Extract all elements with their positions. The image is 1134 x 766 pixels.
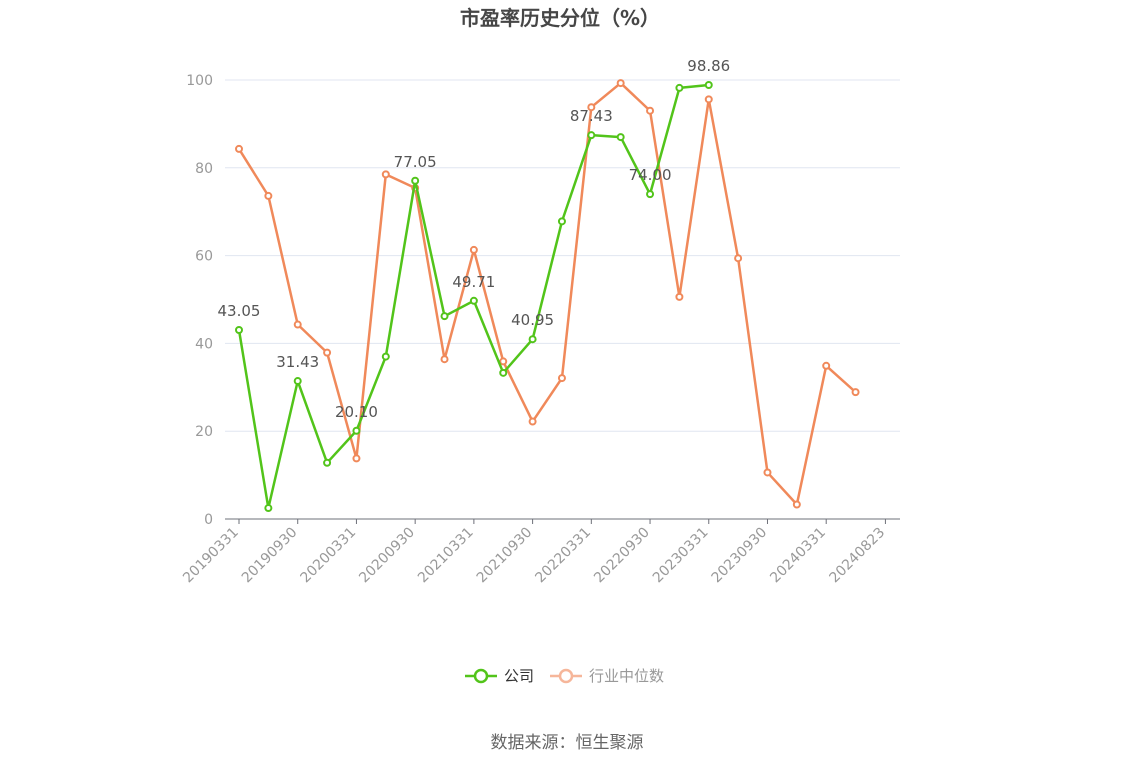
x-tick-label: 20240331 <box>767 525 829 587</box>
y-tick-label: 60 <box>195 249 213 265</box>
industry-data-point[interactable] <box>440 355 449 364</box>
x-tick-label: 20240823 <box>827 525 889 587</box>
y-tick-label: 40 <box>195 336 213 352</box>
legend-label: 公司 <box>504 667 534 685</box>
x-axis: 2019033120190930202003312020093020210331… <box>180 518 900 587</box>
company-data-point[interactable] <box>264 504 273 513</box>
industry-data-point[interactable] <box>734 254 743 263</box>
industry-data-point[interactable] <box>822 361 831 370</box>
legend-marker <box>473 668 489 684</box>
industry-data-point[interactable] <box>499 357 508 366</box>
company-data-point[interactable] <box>352 426 361 435</box>
x-tick-label: 20210930 <box>474 525 536 587</box>
company-data-point[interactable] <box>675 83 684 92</box>
industry-data-point[interactable] <box>587 103 596 112</box>
x-tick-label: 20220930 <box>591 525 653 587</box>
company-data-point[interactable] <box>646 190 655 199</box>
industry-data-point[interactable] <box>323 348 332 357</box>
company-data-point[interactable] <box>235 326 243 335</box>
x-tick-label: 20190331 <box>180 525 242 587</box>
industry-data-point[interactable] <box>792 500 801 509</box>
data-label: 87.43 <box>570 107 613 125</box>
data-label: 20.10 <box>335 403 378 421</box>
industry-data-point[interactable] <box>264 191 273 200</box>
x-tick-label: 20210331 <box>415 525 477 587</box>
data-label: 74.00 <box>629 166 672 184</box>
industry-data-point[interactable] <box>352 454 361 463</box>
data-label: 43.05 <box>218 302 261 320</box>
company-data-point[interactable] <box>704 81 713 90</box>
company-data-point[interactable] <box>440 312 449 321</box>
company-data-point[interactable] <box>528 335 537 344</box>
industry-data-point[interactable] <box>557 374 566 383</box>
industry-median-series-line <box>237 81 857 506</box>
grid <box>225 79 900 432</box>
industry-data-point[interactable] <box>235 144 243 153</box>
data-label: 49.71 <box>452 273 495 291</box>
company-data-point[interactable] <box>557 217 566 226</box>
industry-data-point[interactable] <box>675 292 684 301</box>
legend[interactable]: 公司 行业中位数 <box>465 667 664 685</box>
industry-data-point[interactable] <box>616 79 625 88</box>
industry-data-point[interactable] <box>646 106 655 115</box>
x-tick-label: 20220331 <box>532 525 594 587</box>
y-tick-label: 100 <box>186 73 213 89</box>
company-data-point[interactable] <box>499 368 508 377</box>
industry-data-point[interactable] <box>851 388 860 397</box>
y-tick-label: 0 <box>204 512 213 528</box>
industry-data-point[interactable] <box>469 245 478 254</box>
y-axis: 0 20 40 60 80 100 <box>186 73 213 528</box>
x-tick-label: 20200331 <box>298 525 360 587</box>
industry-data-point[interactable] <box>763 468 772 477</box>
source-note: 数据来源：恒生聚源 <box>491 733 644 753</box>
industry-data-point[interactable] <box>293 320 302 329</box>
legend-item-industry[interactable]: 行业中位数 <box>550 667 664 685</box>
y-tick-label: 80 <box>195 161 213 177</box>
legend-item-company[interactable]: 公司 <box>465 667 534 685</box>
chart-title: 市盈率历史分位（%） <box>460 6 660 30</box>
legend-label: 行业中位数 <box>589 667 664 685</box>
company-data-point[interactable] <box>323 458 332 467</box>
company-data-point[interactable] <box>293 377 302 386</box>
company-data-point[interactable] <box>469 296 478 305</box>
legend-marker <box>558 668 574 684</box>
y-tick-label: 20 <box>195 424 213 440</box>
data-labels: 43.05 31.43 20.10 77.05 49.71 40.95 87.43 74.00… <box>218 57 731 421</box>
industry-data-point[interactable] <box>381 170 390 179</box>
data-label: 77.05 <box>394 153 437 171</box>
x-tick-label: 20190930 <box>239 525 301 587</box>
company-data-point[interactable] <box>587 131 596 140</box>
data-label: 98.86 <box>687 57 730 75</box>
industry-data-point[interactable] <box>704 95 713 104</box>
data-label: 31.43 <box>276 353 319 371</box>
x-tick-label: 20200930 <box>356 525 418 587</box>
x-tick-label: 20230331 <box>650 525 712 587</box>
x-tick-label: 20230930 <box>709 525 771 587</box>
industry-data-point[interactable] <box>528 417 537 426</box>
company-series-line <box>237 83 709 510</box>
company-data-point[interactable] <box>411 176 420 185</box>
series-layer <box>235 79 860 513</box>
company-data-point[interactable] <box>616 133 625 142</box>
company-data-point[interactable] <box>381 352 390 361</box>
data-label: 40.95 <box>511 311 554 329</box>
